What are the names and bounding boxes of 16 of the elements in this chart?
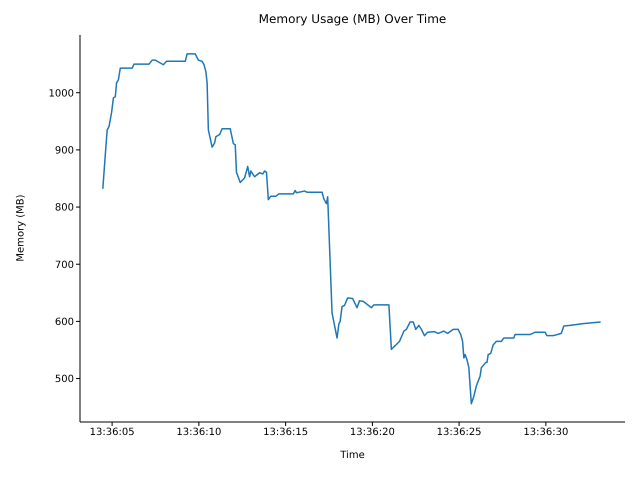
line-series [102,53,602,404]
y-tick-label: 500 [54,374,74,386]
x-tick-label: 13:36:20 [350,427,395,438]
y-axis-title: Memory (MB) [16,194,26,262]
y-tick-label: 900 [54,145,74,156]
x-tick-label: 13:36:15 [263,427,308,438]
x-tick-label: 13:36:25 [436,427,482,438]
x-tick-label: 13:36:30 [523,427,568,438]
y-tick-label: 800 [54,202,74,214]
y-tick-label: 700 [54,260,74,271]
y-tick-label: 600 [54,316,74,328]
x-tick-label: 13:36:05 [90,427,135,438]
x-tick-label: 13:36:10 [176,427,222,438]
x-axis-title: Time [339,450,366,461]
y-tick-label: 1000 [48,88,74,100]
chart-title: Memory Usage (MB) Over Time [258,12,448,26]
